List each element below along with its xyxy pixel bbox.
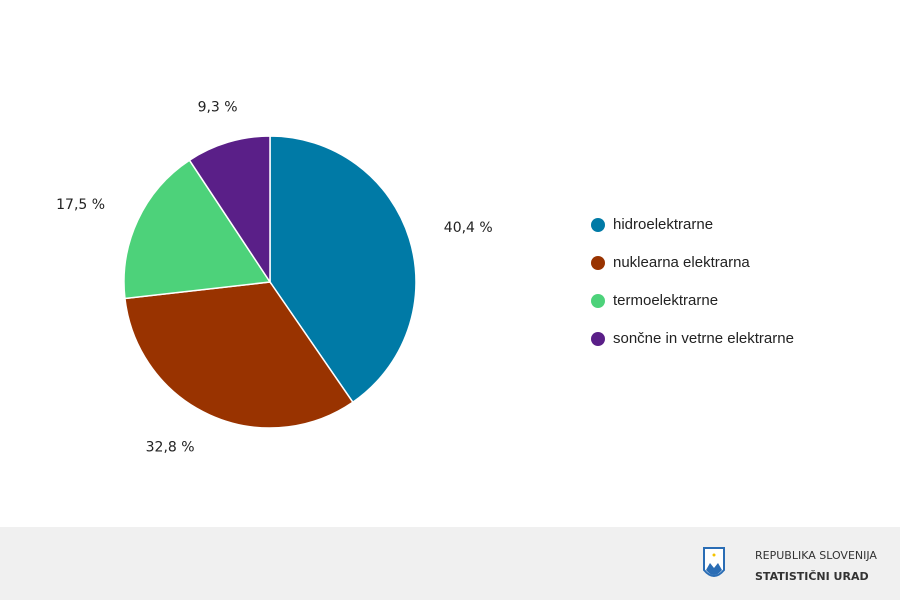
- legend-marker: [591, 294, 605, 308]
- footer-line1: REPUBLIKA SLOVENIJA: [755, 549, 877, 562]
- data-label: 40,4 %: [444, 220, 493, 236]
- pie-slice: [123, 159, 272, 300]
- legend-marker: [591, 218, 605, 232]
- legend-label: hidroelektrarne: [613, 216, 713, 233]
- pie-slice: [124, 281, 354, 429]
- footer-line2: STATISTIČNI URAD: [755, 570, 869, 583]
- data-label: 32,8 %: [146, 440, 195, 456]
- legend-label: sončne in vetrne elektrarne: [613, 330, 794, 347]
- logo: [703, 547, 725, 577]
- pie-slice: [269, 135, 417, 404]
- data-label: 9,3 %: [198, 100, 238, 116]
- legend-label: termoelektrarne: [613, 292, 718, 309]
- data-label: 17,5 %: [56, 197, 105, 213]
- legend-marker: [591, 332, 605, 346]
- legend-marker: [591, 256, 605, 270]
- legend-label: nuklearna elektrarna: [613, 254, 750, 271]
- footer-band: [0, 527, 900, 600]
- pie-slice: [188, 135, 271, 285]
